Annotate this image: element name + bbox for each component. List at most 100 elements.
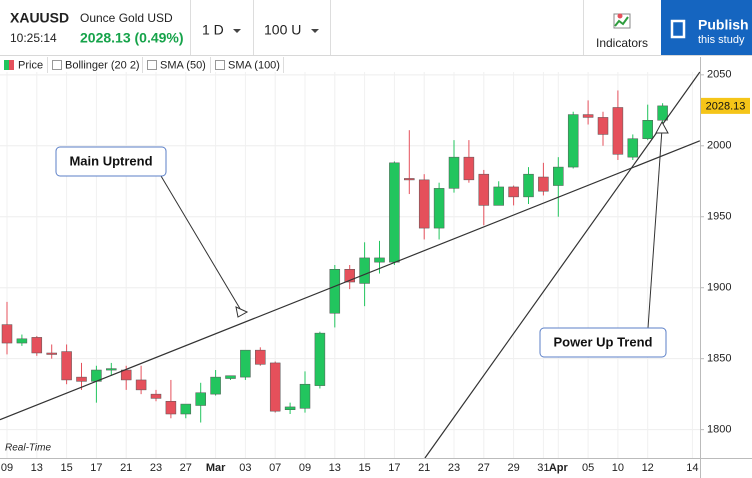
candle-body (165, 400, 177, 415)
dropdown-arrow[interactable] (233, 29, 241, 33)
candle-body (448, 156, 460, 189)
candle-body (269, 362, 281, 412)
candle-body (1, 324, 13, 344)
footnote: Real-Time (5, 443, 51, 454)
x-tick-label: 12 (642, 462, 654, 474)
legend-item[interactable]: Price (18, 59, 43, 71)
x-tick-label: 21 (120, 462, 132, 474)
callout-box (539, 327, 667, 358)
x-tick-label: 17 (388, 462, 400, 474)
candle-body (314, 332, 326, 386)
legend-checkbox[interactable] (215, 60, 225, 70)
x-tick-label: 14 (686, 462, 698, 474)
y-tick-label: 1800 (707, 424, 731, 436)
candle-body (389, 162, 400, 263)
candle-body (225, 375, 236, 379)
y-tick-label: 1900 (707, 282, 731, 294)
candle-body (344, 269, 355, 283)
candle-body (255, 349, 266, 365)
indicators-button[interactable]: Indicators (596, 36, 648, 50)
x-tick-label: 31 (537, 462, 549, 474)
legend-item[interactable]: SMA (100) (228, 59, 280, 71)
legend-checkbox[interactable] (147, 60, 157, 70)
symbol: XAUUSD (10, 10, 69, 26)
legend-swatch (9, 60, 14, 70)
y-tick-label: 1950 (707, 211, 731, 223)
x-tick-label: 03 (239, 462, 251, 474)
interval[interactable]: 1 D (202, 22, 224, 38)
y-tick-label: 2000 (707, 140, 731, 152)
publish-icon (670, 19, 686, 39)
x-tick-label: 21 (418, 462, 430, 474)
publish-subtitle[interactable]: this study (698, 34, 745, 46)
dropdown-arrow[interactable] (311, 29, 319, 33)
legend-checkbox[interactable] (52, 60, 62, 70)
x-tick-label: 10 (612, 462, 624, 474)
candle-body (16, 338, 28, 344)
candle-body (359, 257, 370, 284)
y-tick-label: 1850 (707, 353, 731, 365)
y-tick-label: 2050 (707, 69, 731, 81)
callout-label: Power Up Trend (554, 334, 653, 349)
candle-body (523, 173, 534, 198)
x-tick-label: 13 (329, 462, 341, 474)
candle-body (284, 406, 296, 411)
candle-body (135, 379, 147, 391)
candle-body (150, 393, 162, 399)
candle-body (195, 392, 206, 406)
x-tick-label: 15 (358, 462, 370, 474)
last-price-label: 2028.13 (706, 100, 746, 112)
candle-body (299, 383, 311, 409)
trendline (424, 71, 701, 459)
legend-item[interactable]: Bollinger (20 2) (65, 59, 140, 71)
range[interactable]: 100 U (264, 22, 301, 38)
candle-body (31, 337, 43, 354)
x-tick-label: 17 (90, 462, 102, 474)
x-tick-label: Mar (206, 462, 226, 474)
candle-body (433, 188, 445, 229)
candle-body (240, 349, 251, 378)
candle-body (76, 376, 87, 382)
candle-body (493, 186, 504, 206)
candle-body (180, 403, 192, 415)
x-tick-label: 09 (1, 462, 13, 474)
candle-body (329, 269, 341, 314)
candle-body (404, 178, 415, 181)
last-price-tag (701, 97, 750, 114)
candle-body (657, 105, 668, 121)
legend-item[interactable]: SMA (50) (160, 59, 206, 71)
candle-body (567, 114, 579, 168)
x-tick-label: 05 (582, 462, 594, 474)
candle-body (627, 138, 639, 158)
callout-label: Main Uptrend (69, 153, 152, 168)
candle-body (597, 117, 609, 135)
x-tick-label: 13 (31, 462, 43, 474)
candle-body (538, 176, 549, 192)
callout-box (55, 146, 167, 177)
x-tick-label: 23 (150, 462, 162, 474)
callout-pointer (160, 175, 243, 313)
plot (1, 90, 668, 423)
candle-body (418, 179, 430, 229)
x-tick-label: 09 (299, 462, 311, 474)
candle-body (210, 376, 221, 395)
candle-body (374, 257, 385, 263)
candle-body (612, 107, 624, 155)
time: 10:25:14 (10, 31, 57, 45)
candle-body (463, 156, 475, 181)
x-tick-label: 27 (478, 462, 490, 474)
publish-title[interactable]: Publish (698, 17, 749, 33)
quote: 2028.13 (0.49%) (80, 30, 184, 46)
callout-arrowhead (235, 306, 249, 318)
candle-body (582, 114, 594, 118)
candle-body (61, 351, 72, 381)
candle-body (120, 369, 132, 381)
candle-body (508, 186, 519, 198)
publish-button[interactable] (661, 0, 752, 55)
indicators-icon[interactable] (613, 13, 631, 29)
candle-body (478, 173, 490, 206)
icon-line (614, 16, 629, 27)
x-tick-label: 15 (60, 462, 72, 474)
x-tick-label: 27 (180, 462, 192, 474)
overlays: Main Uptrend Power Up Trend 2028.13 (0, 71, 750, 459)
